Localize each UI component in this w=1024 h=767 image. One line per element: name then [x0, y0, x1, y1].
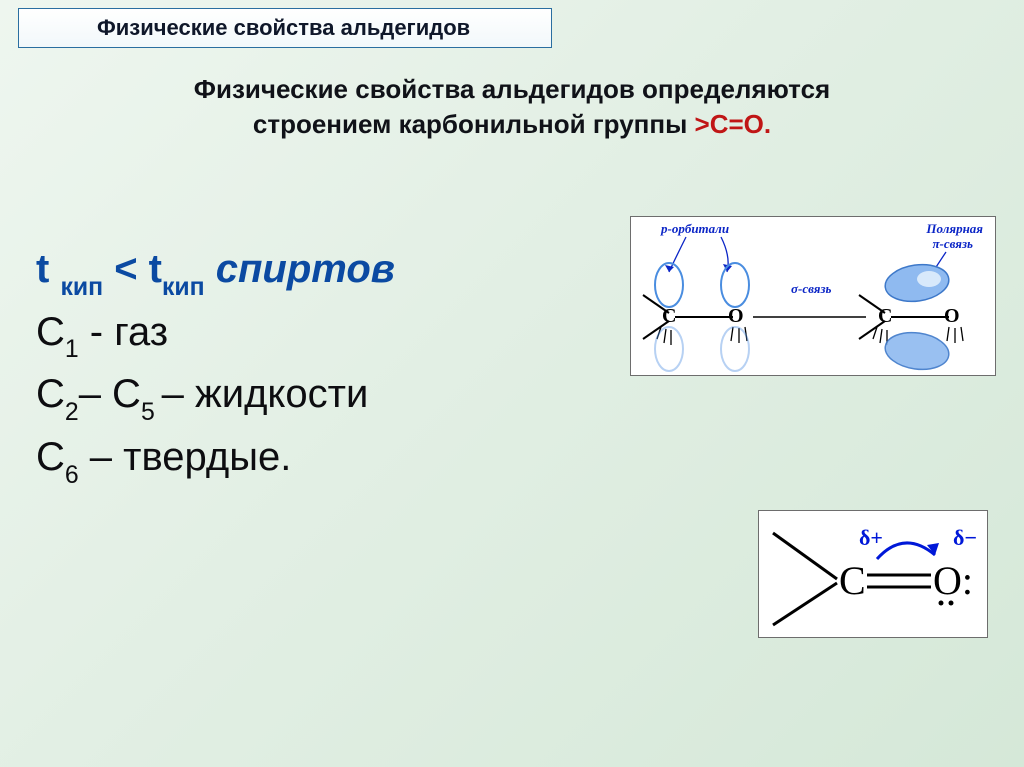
sub-kip-1: кип [60, 274, 103, 301]
d2-atom-o: О: [933, 557, 973, 604]
boiling-point-line: t кип < tкип спиртов [36, 240, 596, 303]
c2-rest: – жидкости [162, 372, 369, 416]
spirtov: спиртов [205, 247, 395, 291]
c1-sub: 1 [65, 336, 79, 363]
carbonyl-polarity-diagram: С О: δ+ δ− [758, 510, 988, 638]
d1-atom-c-right: С [878, 305, 892, 328]
c6-sub: 6 [65, 462, 79, 489]
lt-sign: < [103, 247, 149, 291]
d1-atom-o-right: О [944, 305, 960, 328]
state-c6: С6 – твердые. [36, 428, 596, 491]
state-c1: С1 - газ [36, 303, 596, 366]
sub-kip-2: кип [162, 274, 205, 301]
delta-minus: δ− [953, 525, 977, 551]
c2a-sub: 2 [65, 399, 79, 426]
t-boil-left: t [36, 247, 60, 291]
subtitle-line2-black: строением карбонильной группы [253, 109, 695, 139]
dash: – С [79, 372, 141, 416]
d1-atom-o-left: О [728, 305, 744, 328]
c1: С [36, 310, 65, 354]
subtitle: Физические свойства альдегидов определяю… [0, 72, 1024, 142]
t-boil-right: t [149, 247, 162, 291]
slide-title-box: Физические свойства альдегидов [18, 8, 552, 48]
carbonyl-formula: >C=O. [695, 109, 772, 139]
c1-rest: - газ [79, 310, 168, 354]
d1-atom-c-left: С [662, 305, 676, 328]
state-c2-c5: С2– С5 – жидкости [36, 365, 596, 428]
delta-plus: δ+ [859, 525, 883, 551]
slide-title: Физические свойства альдегидов [97, 15, 470, 41]
c6-rest: – твердые. [79, 435, 292, 479]
orbital-svg [631, 217, 997, 377]
main-content: t кип < tкип спиртов С1 - газ С2– С5 – ж… [36, 240, 596, 491]
c2b-sub: 5 [141, 399, 162, 426]
d2-atom-c: С [839, 557, 866, 604]
subtitle-line1: Физические свойства альдегидов определяю… [0, 72, 1024, 107]
orbital-diagram: р-орбитали Полярная π-связь σ-связь [630, 216, 996, 376]
c6: С [36, 435, 65, 479]
c2a: С [36, 372, 65, 416]
subtitle-line2: строением карбонильной группы >C=O. [0, 107, 1024, 142]
